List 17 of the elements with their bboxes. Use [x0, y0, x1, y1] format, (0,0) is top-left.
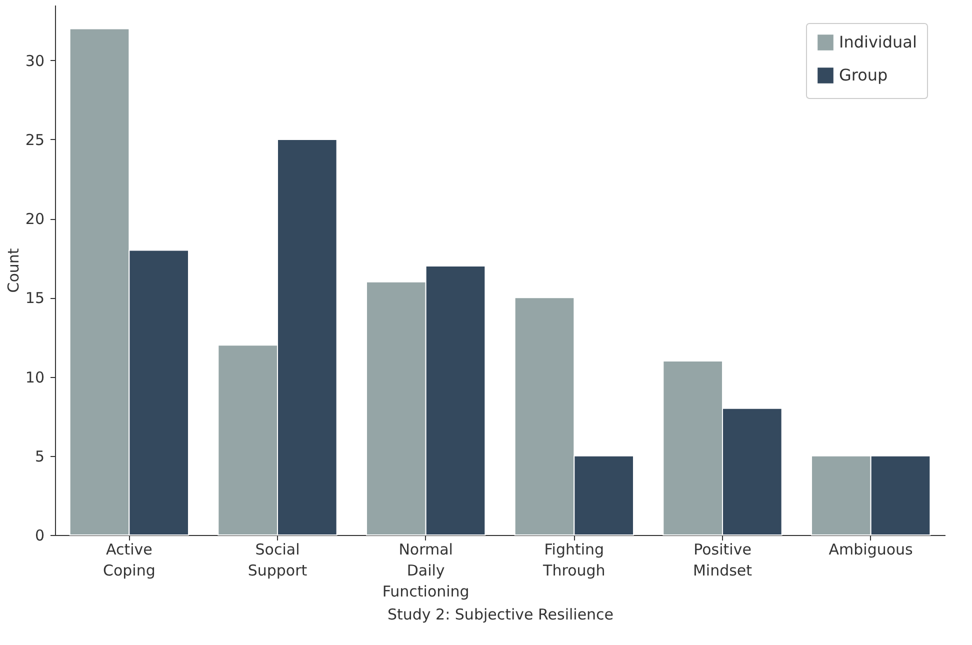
- x-tick-label: Active Coping: [102, 540, 156, 580]
- y-tick-label: 20: [25, 210, 44, 228]
- y-tick-label: 25: [25, 130, 44, 149]
- x-tick-label: Ambiguous: [828, 540, 914, 558]
- legend-label: Individual: [839, 32, 917, 52]
- x-axis-title: Study 2: Subjective Resilience: [387, 606, 614, 624]
- y-axis-title: Count: [4, 248, 22, 293]
- x-tick-label: Fighting Through: [542, 540, 606, 580]
- x-tick-label: Normal Daily Functioning: [382, 540, 470, 600]
- y-tick-label: 10: [25, 368, 44, 386]
- y-tick-label: 15: [25, 289, 44, 308]
- x-tick-label: Positive Mindset: [692, 540, 752, 580]
- x-tick-label: Social Support: [248, 540, 308, 580]
- legend-label: Group: [839, 66, 888, 84]
- y-tick-label: 0: [34, 526, 44, 544]
- y-tick-label: 5: [34, 447, 44, 466]
- y-tick-label: 30: [25, 52, 44, 70]
